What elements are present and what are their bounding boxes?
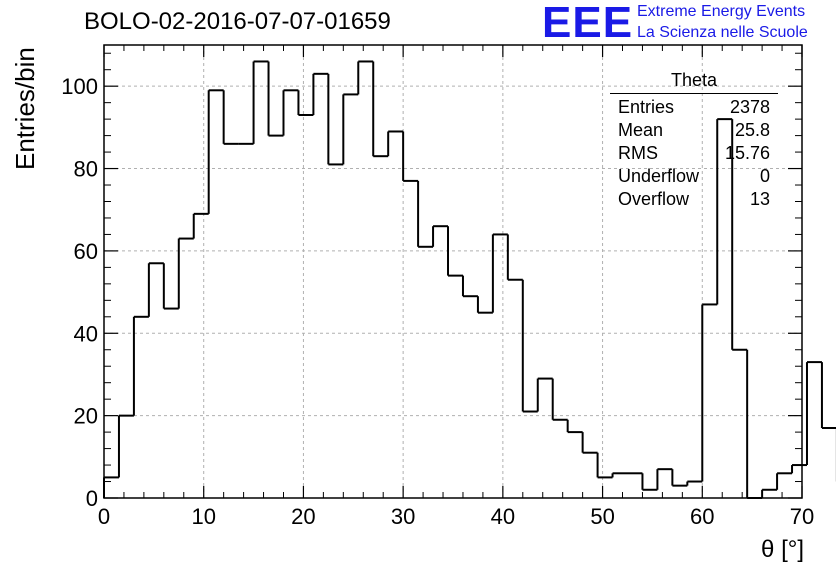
y-tick-label: 80 bbox=[74, 157, 98, 182]
x-axis-label: θ [°] bbox=[761, 536, 804, 563]
x-tick-label: 20 bbox=[291, 504, 315, 529]
y-tick-label: 0 bbox=[86, 486, 98, 511]
stats-row-mean: Mean 25.8 bbox=[610, 119, 778, 142]
y-tick-label: 60 bbox=[74, 239, 98, 264]
stats-title: Theta bbox=[610, 70, 778, 94]
eee-logo: EEE bbox=[542, 0, 634, 47]
y-tick-label: 20 bbox=[74, 404, 98, 429]
stats-box: Theta Entries 2378 Mean 25.8 RMS 15.76 U… bbox=[610, 70, 778, 211]
stats-label: Entries bbox=[618, 97, 675, 117]
y-tick-label: 100 bbox=[61, 74, 98, 99]
logo-caption-line2: La Scienza nelle Scuole bbox=[637, 24, 808, 41]
y-tick-label: 40 bbox=[74, 321, 98, 346]
stats-value: 15.76 bbox=[724, 143, 770, 163]
stats-row-entries: Entries 2378 bbox=[610, 96, 778, 119]
chart-title: BOLO-02-2016-07-07-01659 bbox=[84, 8, 391, 35]
x-tick-label: 10 bbox=[191, 504, 215, 529]
tick-labels: 0 10 20 30 40 50 60 70 0 20 40 60 80 100 bbox=[61, 74, 814, 529]
stats-value: 0 bbox=[759, 166, 770, 186]
x-tick-label: 70 bbox=[790, 504, 814, 529]
x-tick-label: 50 bbox=[590, 504, 614, 529]
stats-label: Mean bbox=[618, 120, 664, 140]
plot-frame bbox=[103, 44, 803, 499]
x-tick-label: 60 bbox=[690, 504, 714, 529]
logo-caption-line1: Extreme Energy Events bbox=[637, 3, 806, 20]
y-axis-label: Entries/bin bbox=[10, 47, 40, 170]
stats-value: 25.8 bbox=[734, 120, 770, 140]
stats-row-underflow: Underflow 0 bbox=[610, 165, 778, 188]
stats-label: Overflow bbox=[618, 189, 690, 209]
histogram-bins bbox=[103, 60, 836, 499]
x-tick-label: 0 bbox=[98, 504, 110, 529]
stats-label: RMS bbox=[618, 143, 658, 163]
x-tick-label: 30 bbox=[391, 504, 415, 529]
stats-row-overflow: Overflow 13 bbox=[610, 188, 778, 211]
x-tick-label: 40 bbox=[491, 504, 515, 529]
grid-lines bbox=[104, 45, 802, 498]
stats-value: 2378 bbox=[729, 97, 770, 117]
stats-row-rms: RMS 15.76 bbox=[610, 142, 778, 165]
axis-ticks bbox=[103, 45, 803, 499]
stats-label: Underflow bbox=[618, 166, 700, 186]
stats-value: 13 bbox=[749, 189, 770, 209]
